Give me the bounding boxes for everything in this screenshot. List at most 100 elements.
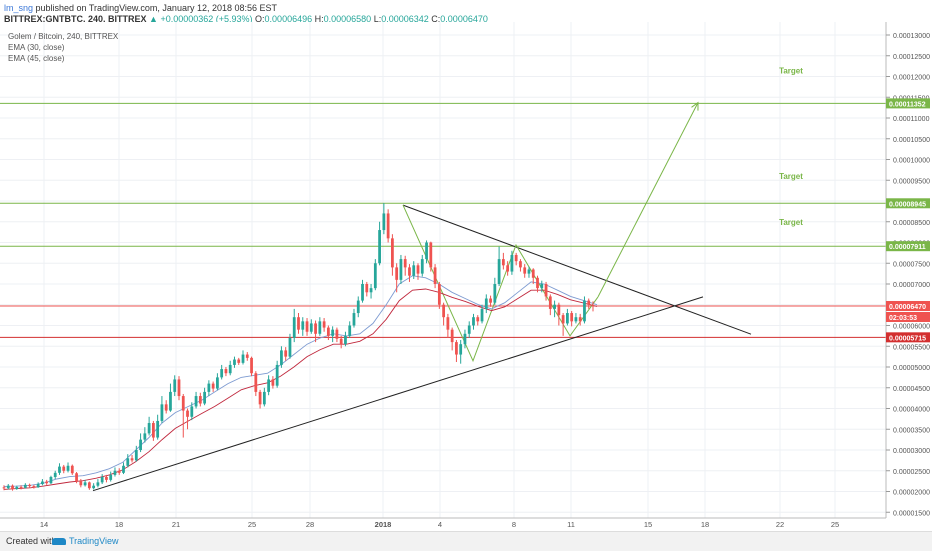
high-value: 0.00006580 — [323, 14, 372, 24]
candle-body — [467, 325, 471, 334]
price-labels: 0.00011352 0.00008945 0.00007911 0.00006470… — [886, 98, 930, 343]
price-chart[interactable]: Target Target Target 0.00013000 0.00012500 0… — [0, 0, 932, 531]
candle-body — [58, 466, 61, 473]
candle-body — [493, 284, 497, 303]
candle-body — [442, 304, 446, 318]
candle-body — [134, 450, 138, 461]
candle-body — [87, 482, 91, 489]
close-label: C: — [431, 14, 441, 24]
price-tick-label: 0.00005000 — [893, 365, 930, 372]
candle-body — [79, 481, 83, 486]
time-tick-label: 8 — [512, 520, 516, 529]
price-tick-label: 0.00012500 — [893, 54, 930, 61]
author-link[interactable]: lm_sng — [4, 3, 34, 13]
candle-body — [420, 259, 424, 274]
candle-body — [527, 269, 531, 274]
candle-body — [15, 486, 19, 490]
publish-line: lm_sng published on TradingView.com, Jan… — [4, 3, 924, 14]
candle-body — [318, 321, 322, 334]
candle-body — [75, 473, 78, 482]
price-tick-label: 0.00006000 — [893, 324, 930, 331]
candle-body — [455, 342, 458, 355]
candle-body — [250, 357, 253, 374]
price-label-bg — [886, 98, 930, 109]
candle-body — [314, 323, 317, 334]
candle-body — [216, 377, 219, 389]
price-label-text: 02:03:53 — [889, 315, 917, 322]
candle-body — [391, 238, 394, 268]
candle-body — [476, 317, 480, 322]
descending-trendline — [402, 204, 752, 335]
candle-body — [143, 433, 147, 440]
candle-body — [151, 423, 155, 438]
candle-body — [578, 317, 582, 322]
candle-body — [66, 465, 70, 471]
candle-body — [326, 327, 330, 336]
ohlc-line: BITTREX:GNTBTC, 240, BITTREX ▲ +0.000003… — [4, 14, 924, 25]
candle-body — [437, 284, 441, 305]
candle-body — [173, 379, 177, 392]
candle-body — [262, 391, 266, 405]
candle-body — [245, 354, 249, 358]
candle-body — [497, 259, 501, 284]
candle-body — [536, 277, 539, 289]
candle-body — [480, 308, 484, 322]
candle-body — [416, 265, 420, 274]
tradingview-logo-link[interactable]: TradingView — [52, 532, 119, 551]
candle-body — [506, 265, 510, 272]
candle-body — [292, 317, 296, 338]
candle-body — [309, 323, 313, 332]
candle-body — [275, 364, 279, 386]
candle-body — [164, 404, 168, 411]
candle-body — [378, 230, 381, 264]
candle-body — [70, 465, 74, 474]
candle-body — [23, 484, 27, 488]
grid — [0, 22, 886, 518]
candle-body — [591, 305, 595, 307]
legend-ema45: EMA (45, close) — [8, 54, 65, 63]
time-tick-label: 21 — [172, 520, 180, 529]
price-tick-label: 0.00003000 — [893, 448, 930, 455]
candle-body — [501, 259, 505, 266]
candle-body — [224, 369, 228, 374]
time-tick-label: 18 — [701, 520, 709, 529]
price-tick-label: 0.00012000 — [893, 75, 930, 82]
candle-body — [280, 350, 283, 365]
price-tick-label: 0.00013000 — [893, 33, 930, 40]
price-tick-label: 0.00010500 — [893, 137, 930, 144]
candle-body — [19, 486, 23, 488]
price-tick-label: 0.00002500 — [893, 469, 930, 476]
candles — [2, 203, 595, 491]
projection-arrow — [597, 102, 699, 298]
candle-body — [331, 329, 335, 336]
candle-body — [83, 482, 87, 486]
candle-body — [32, 486, 36, 488]
candle-body — [484, 298, 488, 309]
time-tick-label: 11 — [567, 520, 575, 529]
candle-body — [241, 354, 245, 363]
price-tick-label: 0.00011000 — [893, 116, 930, 123]
candle-body — [190, 406, 194, 417]
price-tick-label: 0.00007000 — [893, 282, 930, 289]
candle-body — [288, 337, 292, 357]
low-label: L: — [373, 14, 382, 24]
candle-body — [113, 470, 117, 475]
candle-body — [425, 242, 428, 260]
time-axis[interactable]: 14 18 21 25 28 2018 4 8 11 15 18 22 25 — [40, 520, 839, 529]
candle-body — [62, 466, 66, 471]
candle-body — [109, 474, 113, 480]
candle-body — [553, 304, 556, 309]
candle-body — [587, 300, 591, 305]
candle-body — [395, 267, 399, 280]
candle-body — [510, 254, 514, 272]
candle-body — [254, 373, 258, 392]
price-tick-label: 0.00008500 — [893, 220, 930, 227]
price-label-text: 0.00005715 — [889, 335, 926, 342]
price-label-text: 0.00006470 — [889, 304, 926, 311]
plot-area — [0, 22, 886, 518]
candle-body — [122, 465, 125, 473]
time-tick-label: 28 — [306, 520, 314, 529]
candle-body — [348, 325, 352, 336]
open-value: 0.00006496 — [264, 14, 313, 24]
candle-body — [156, 420, 160, 438]
